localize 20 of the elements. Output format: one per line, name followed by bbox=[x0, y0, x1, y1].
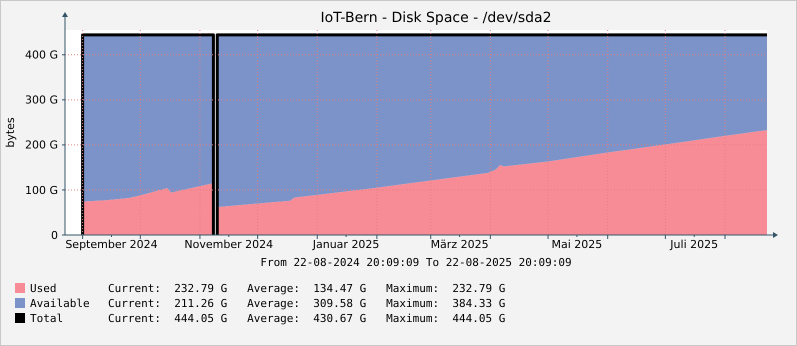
text: Current: 232.79 G Average: 134.47 G Maximum: 232.79 G bbox=[108, 282, 506, 295]
text: Current: 444.05 G Average: 430.67 G Maximum: 444.05 G bbox=[108, 312, 506, 325]
y-tick-label: 400 G bbox=[24, 48, 58, 62]
x-tick-label: September 2024 bbox=[65, 238, 158, 251]
y-tick-label: 100 G bbox=[24, 184, 58, 197]
y-axis-title: bytes bbox=[4, 117, 17, 148]
x-tick-label: Juli 2025 bbox=[669, 238, 718, 251]
x-tick-label: März 2025 bbox=[430, 238, 489, 251]
legend-label: Available bbox=[30, 297, 90, 310]
y-tick-label: 200 G bbox=[24, 138, 58, 152]
legend-label: Total bbox=[30, 312, 64, 325]
x-tick-label: Januar 2025 bbox=[312, 238, 380, 251]
y-tick-label: 0 bbox=[51, 228, 58, 242]
legend-label: Used bbox=[30, 282, 56, 295]
chart-title: IoT-Bern - Disk Space - /dev/sda2 bbox=[320, 10, 552, 26]
text: From 22-08-2024 20:09:09 To 22-08-2025 20:09:09 bbox=[260, 256, 572, 269]
x-tick-label: Mai 2025 bbox=[552, 238, 602, 251]
y-tick-label: 300 G bbox=[24, 94, 58, 107]
text: Current: 211.26 G Average: 309.58 G Maximum: 384.33 G bbox=[108, 297, 506, 310]
x-tick-label: November 2024 bbox=[184, 238, 274, 251]
